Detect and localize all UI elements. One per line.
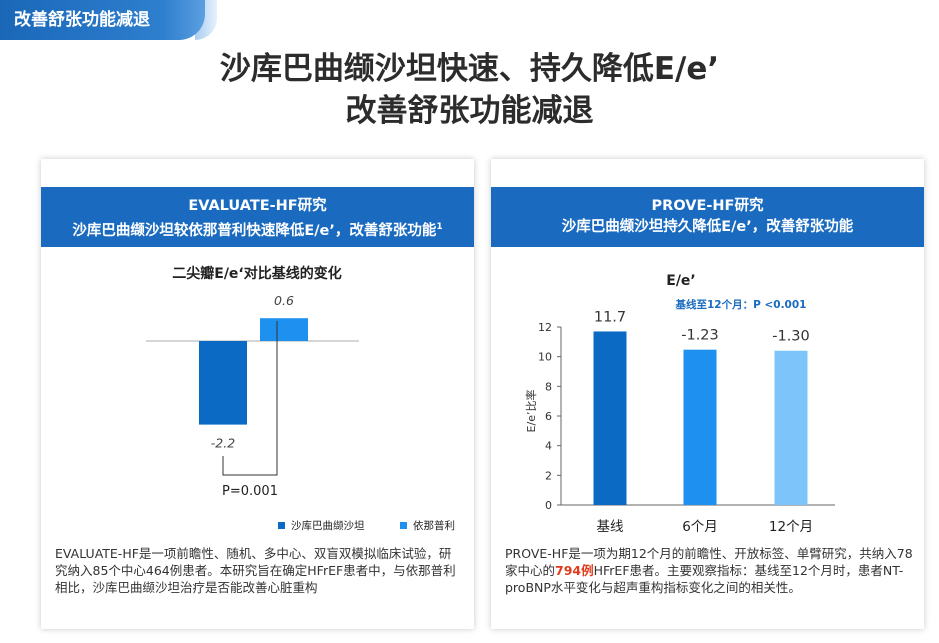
right-bar — [593, 331, 627, 505]
evaluate-hf-header-line1: EVALUATE-HF研究 — [188, 198, 327, 214]
legend-label-enalapril: 依那普利 — [413, 519, 455, 532]
prove-hf-description: PROVE-HF是一项为期12个月的前瞻性、开放标签、单臂研究，共纳入78家中心… — [505, 545, 913, 596]
prove-hf-desc-part1: PROVE-HF是一项为期12个月的前瞻性、开放标签、单臂研究，共纳入78家中心… — [505, 546, 913, 578]
page-title-line1: 沙库巴曲缬沙坦快速、持久降低E/e’ — [219, 51, 720, 87]
left-p-value: P=0.001 — [222, 484, 278, 499]
evaluate-hf-header: EVALUATE-HF研究 沙库巴曲缬沙坦较依那普利快速降低E/e’，改善舒张功… — [41, 187, 474, 247]
prove-hf-chart: E/e’ 基线至12个月：P <0.001 E/e’比率 0 2 4 6 8 10 12 1… — [524, 273, 835, 535]
evaluate-hf-chart: 二尖瓣E/e‘对比基线的变化 -2.2 0.6 P=0.001 沙库巴曲缬沙坦 … — [146, 265, 455, 532]
legend-swatch-sacubitril — [278, 522, 285, 529]
left-bar-sacubitril — [199, 341, 247, 425]
prove-hf-header: PROVE-HF研究 沙库巴曲缬沙坦持久降低E/e’，改善舒张功能 — [491, 187, 924, 247]
prove-hf-header-line2: 沙库巴曲缬沙坦持久降低E/e’，改善舒张功能 — [561, 219, 854, 235]
prove-hf-desc-highlight: 794例 — [555, 563, 594, 578]
right-y-tick-label: 12 — [538, 321, 552, 334]
right-y-tick-label: 10 — [538, 351, 552, 364]
right-y-tick-label: 8 — [545, 380, 552, 393]
right-data-label: -1.30 — [772, 329, 810, 345]
page-title: 沙库巴曲缬沙坦快速、持久降低E/e’ 改善舒张功能减退 — [0, 48, 939, 132]
prove-hf-header-line1: PROVE-HF研究 — [651, 198, 764, 214]
right-chart-title: E/e’ — [666, 273, 696, 289]
right-y-tick-label: 6 — [545, 410, 552, 423]
prove-hf-desc-part2: HFrEF患者。主要观察指标：基线至12个月时，患者NT-proBNP水平变化与… — [505, 563, 904, 595]
left-label-enalapril: 0.6 — [274, 293, 294, 308]
right-y-ticks: 0 2 4 6 8 10 12 — [538, 321, 561, 512]
left-chart-title: 二尖瓣E/e‘对比基线的变化 — [172, 265, 342, 282]
section-tag: 改善舒张功能减退 — [0, 0, 205, 40]
left-label-sacubitril: -2.2 — [211, 436, 235, 451]
right-bar — [683, 349, 717, 505]
right-bar — [774, 350, 808, 505]
evaluate-hf-header-sup: 1 — [436, 222, 443, 232]
evaluate-hf-header-text: 沙库巴曲缬沙坦较依那普利快速降低E/e’，改善舒张功能 — [72, 222, 437, 239]
evaluate-hf-panel: EVALUATE-HF研究 沙库巴曲缬沙坦较依那普利快速降低E/e’，改善舒张功… — [41, 159, 474, 629]
right-data-label: -1.23 — [681, 328, 719, 344]
right-category-label: 6个月 — [682, 519, 718, 535]
evaluate-hf-header-line2: 沙库巴曲缬沙坦较依那普利快速降低E/e’，改善舒张功能1 — [41, 217, 474, 242]
prove-hf-panel: PROVE-HF研究 沙库巴曲缬沙坦持久降低E/e’，改善舒张功能 E/e’ 基… — [491, 159, 924, 629]
right-category-label: 12个月 — [769, 519, 813, 535]
right-category-label: 基线 — [597, 518, 624, 535]
right-y-axis-label: E/e’比率 — [524, 390, 538, 433]
right-data-label: 11.7 — [594, 309, 626, 325]
evaluate-hf-description: EVALUATE-HF是一项前瞻性、随机、多中心、双盲双模拟临床试验，研究纳入8… — [55, 546, 456, 595]
left-bar-enalapril — [260, 318, 308, 341]
right-y-tick-label: 0 — [545, 499, 552, 512]
left-p-bracket — [222, 321, 278, 476]
right-chart-subtitle: 基线至12个月：P <0.001 — [675, 298, 807, 311]
page-title-line2: 改善舒张功能减退 — [345, 93, 594, 129]
right-y-tick-label: 4 — [545, 440, 552, 453]
legend-label-sacubitril: 沙库巴曲缬沙坦 — [291, 519, 365, 532]
legend-swatch-enalapril — [400, 522, 407, 529]
right-y-tick-label: 2 — [545, 469, 552, 482]
right-bars: 11.7 基线 -1.23 6个月 -1.30 12个月 — [593, 309, 813, 535]
